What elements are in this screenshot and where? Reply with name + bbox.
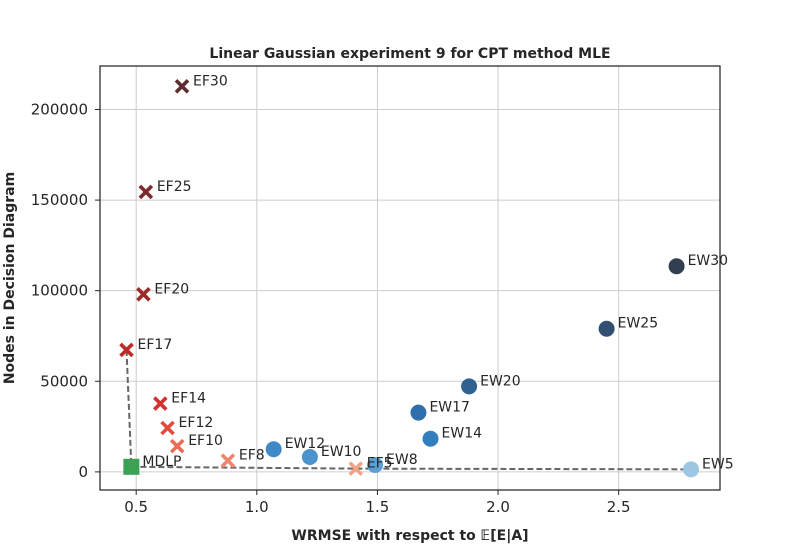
x-stroke <box>119 342 134 358</box>
point-label-ef25: EF25 <box>157 179 192 195</box>
point-label-ew12: EW12 <box>285 436 326 452</box>
point-label-ew30: EW30 <box>688 253 729 269</box>
chart-title: Linear Gaussian experiment 9 for CPT met… <box>209 46 610 62</box>
point-label-ef8: EF8 <box>239 448 265 464</box>
point-label-ew14: EW14 <box>442 426 483 442</box>
x-stroke <box>160 420 175 436</box>
point-label-mdlp: MDLP <box>142 454 181 470</box>
point-label-ef17: EF17 <box>138 337 173 353</box>
x-stroke <box>348 461 363 476</box>
y-tick-label: 100000 <box>31 282 88 300</box>
data-points <box>119 79 700 478</box>
point-marker-ef14 <box>153 396 168 411</box>
x-axis-label: WRMSE with respect to 𝔼[E|A] <box>291 528 528 544</box>
y-tick-label: 0 <box>78 463 88 481</box>
plot-frame <box>99 65 721 491</box>
x-tick-label: 2.0 <box>486 498 510 516</box>
frontier-line <box>125 349 692 471</box>
x-tick-label: 1.0 <box>245 498 269 516</box>
x-stroke <box>138 184 154 200</box>
point-marker-ew17 <box>410 404 427 421</box>
x-stroke <box>136 287 151 302</box>
point-marker-ef30 <box>174 79 190 94</box>
point-marker-ef12 <box>160 420 175 436</box>
x-tick-label: 1.5 <box>366 498 390 516</box>
pareto-frontier <box>125 349 692 471</box>
x-stroke <box>153 396 168 411</box>
point-label-ef20: EF20 <box>154 281 189 297</box>
point-label-ef12: EF12 <box>179 415 214 431</box>
point-marker-ef17 <box>119 342 134 358</box>
point-label-ew25: EW25 <box>618 316 659 332</box>
point-marker-ef20 <box>136 287 151 302</box>
point-marker-ef25 <box>138 184 154 200</box>
point-marker-ew20 <box>461 378 478 395</box>
point-label-ef14: EF14 <box>171 391 206 407</box>
point-marker-ef10 <box>169 438 185 454</box>
y-tick-label: 150000 <box>31 191 88 209</box>
y-tick-label: 50000 <box>40 372 88 390</box>
point-label-ef30: EF30 <box>193 73 228 89</box>
point-marker-ew8 <box>367 456 384 473</box>
point-marker-ew10 <box>301 449 318 466</box>
x-tick-label: 2.5 <box>607 498 631 516</box>
point-marker-ef8 <box>220 453 236 468</box>
point-label-ew5: EW5 <box>702 456 734 472</box>
x-stroke <box>174 79 190 94</box>
point-marker-ef5 <box>348 461 363 476</box>
point-label-ew8: EW8 <box>386 452 418 468</box>
point-label-ew10: EW10 <box>321 444 362 460</box>
point-label-ef5: EF5 <box>367 456 393 472</box>
y-tick-label: 200000 <box>31 100 88 118</box>
point-labels: EF5 EF8 EF10 EF12 EF14 EF17 EF20 EF25 EF30 EW5 EW8… <box>138 73 734 472</box>
point-marker-mdlp <box>123 458 140 475</box>
point-label-ew20: EW20 <box>480 373 521 389</box>
y-axis-label: Nodes in Decision Diagram <box>2 172 18 384</box>
point-marker-ew14 <box>422 430 439 447</box>
x-stroke <box>169 438 185 454</box>
axis-ticks: 0.5 1.0 1.5 2.0 2.5 0 50000 100000 150000 200000 <box>31 100 631 516</box>
point-marker-ew30 <box>668 258 685 275</box>
point-marker-ew12 <box>265 441 282 458</box>
x-tick-label: 0.5 <box>124 498 148 516</box>
grid-lines <box>100 66 720 490</box>
point-marker-ew25 <box>598 320 615 337</box>
point-marker-ew5 <box>683 461 700 478</box>
point-label-ef10: EF10 <box>188 433 223 449</box>
point-label-ew17: EW17 <box>429 400 470 416</box>
x-stroke <box>220 453 236 468</box>
